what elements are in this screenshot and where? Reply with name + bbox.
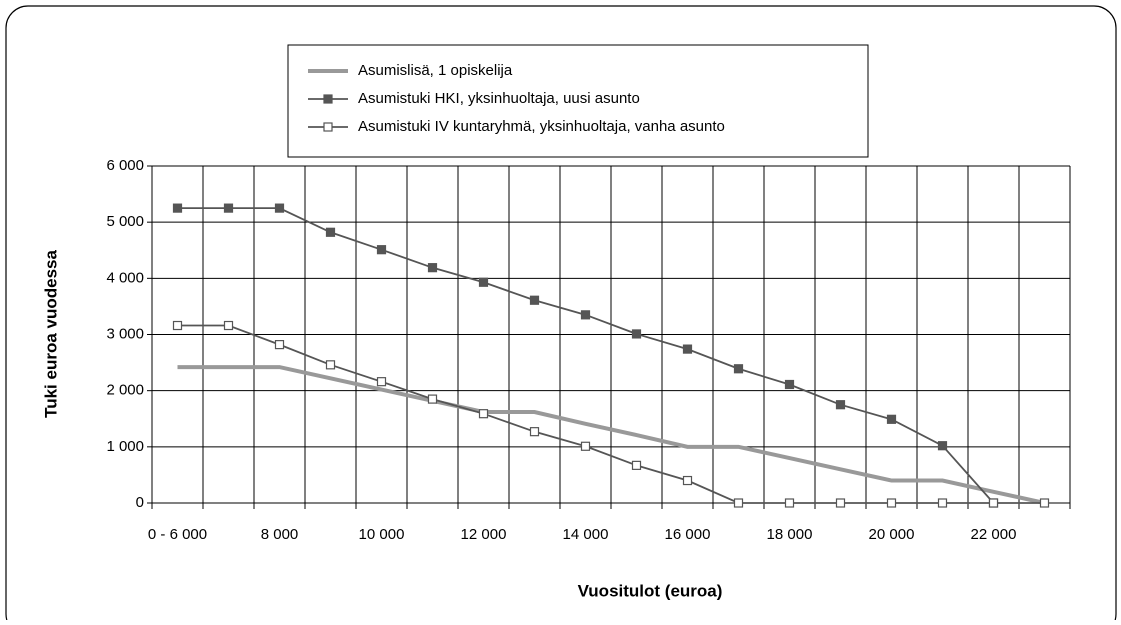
marker xyxy=(478,409,489,419)
legend-label: Asumistuki IV kuntaryhmä, yksinhuoltaja,… xyxy=(358,118,725,135)
x-tick-label: 20 000 xyxy=(869,526,915,543)
marker xyxy=(529,295,540,305)
legend-label: Asumislisä, 1 opiskelija xyxy=(358,62,513,79)
x-tick-label: 8 000 xyxy=(261,526,299,543)
marker xyxy=(886,498,897,508)
x-tick-label: 0 - 6 000 xyxy=(148,526,207,543)
x-tick-label: 18 000 xyxy=(767,526,813,543)
y-tick-label: 6 000 xyxy=(106,157,144,174)
marker xyxy=(325,227,336,237)
marker xyxy=(172,320,183,331)
y-tick-label: 2 000 xyxy=(106,382,144,399)
chart-frame xyxy=(5,5,1117,625)
marker xyxy=(323,122,333,132)
marker xyxy=(631,460,642,470)
marker xyxy=(733,498,744,508)
marker xyxy=(1039,498,1050,508)
x-tick-label: 22 000 xyxy=(971,526,1017,543)
marker xyxy=(172,203,183,213)
legend-label: Asumistuki HKI, yksinhuoltaja, uusi asun… xyxy=(358,90,640,107)
series-line xyxy=(177,207,995,504)
marker xyxy=(631,329,642,339)
marker xyxy=(580,441,591,451)
marker xyxy=(580,310,591,320)
x-tick-label: 12 000 xyxy=(461,526,507,543)
marker xyxy=(733,364,744,374)
legend-box xyxy=(287,44,869,158)
y-tick-label: 3 000 xyxy=(106,325,144,342)
marker xyxy=(427,394,438,404)
marker xyxy=(274,340,285,350)
x-tick-label: 16 000 xyxy=(665,526,711,543)
marker xyxy=(886,414,897,424)
marker xyxy=(835,498,846,508)
x-axis-title: Vuositulot (euroa) xyxy=(578,581,723,600)
x-tick-label: 10 000 xyxy=(359,526,405,543)
y-axis-title: Tuki euroa vuodessa xyxy=(41,250,60,418)
marker xyxy=(376,245,387,255)
marker xyxy=(529,427,540,437)
marker xyxy=(323,94,333,104)
marker xyxy=(937,498,948,508)
marker xyxy=(376,377,387,387)
y-tick-label: 5 000 xyxy=(106,213,144,230)
marker xyxy=(784,498,795,508)
marker xyxy=(937,441,948,451)
marker xyxy=(223,320,234,331)
marker xyxy=(325,360,336,370)
marker xyxy=(835,400,846,410)
marker xyxy=(682,475,693,486)
marker xyxy=(274,203,285,213)
marker xyxy=(682,344,693,354)
marker xyxy=(784,379,795,390)
y-tick-label: 0 xyxy=(136,494,144,511)
series-line xyxy=(177,365,1045,505)
x-tick-label: 14 000 xyxy=(563,526,609,543)
marker xyxy=(478,277,489,287)
y-tick-label: 1 000 xyxy=(106,438,144,455)
y-tick-label: 4 000 xyxy=(106,269,144,286)
series-line xyxy=(177,324,1045,504)
marker xyxy=(988,498,999,508)
marker xyxy=(427,263,438,273)
marker xyxy=(223,203,234,213)
